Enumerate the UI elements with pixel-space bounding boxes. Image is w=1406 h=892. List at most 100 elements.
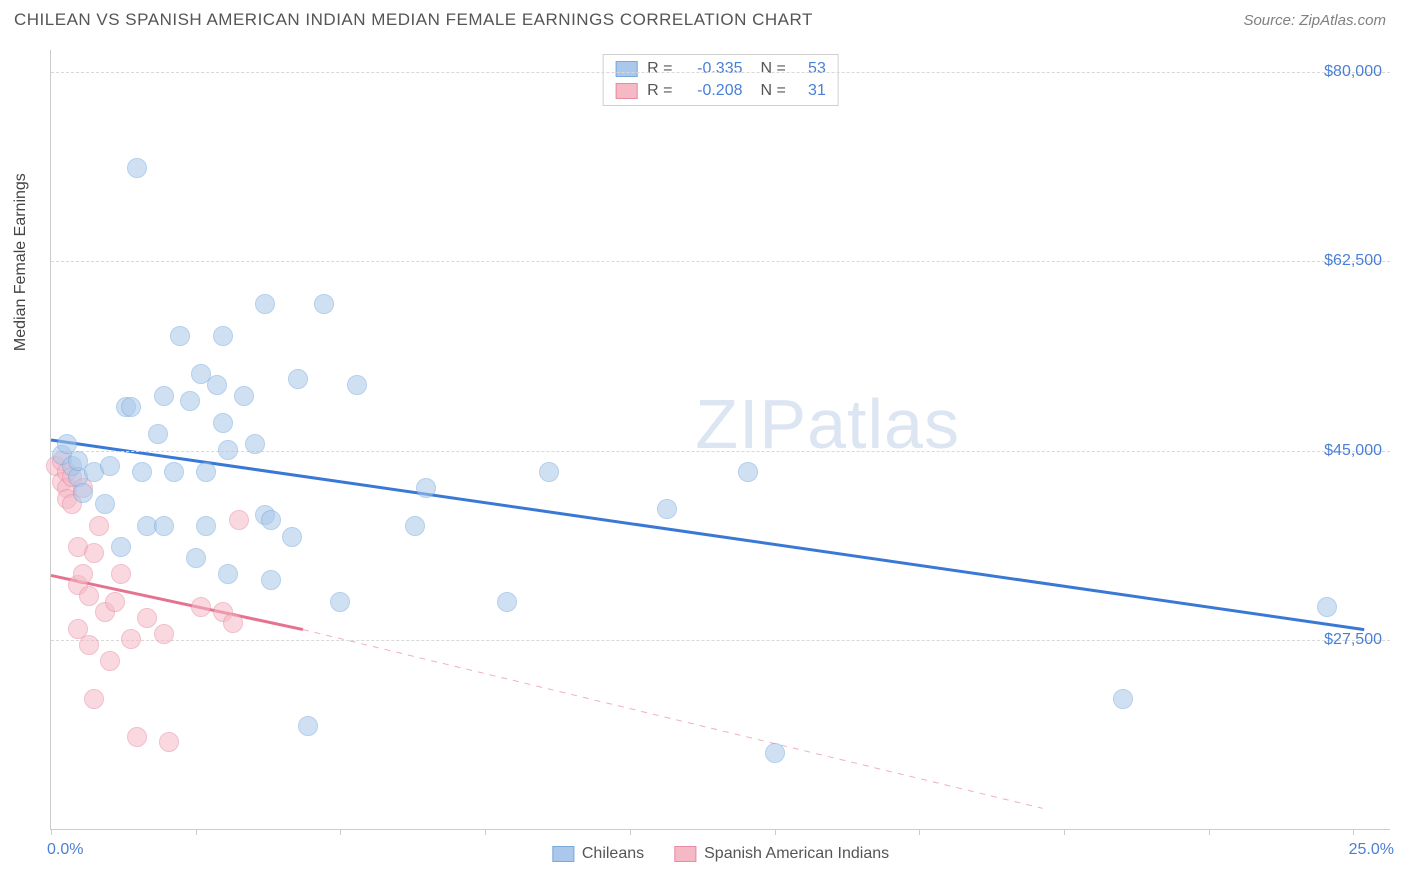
n-label: N = xyxy=(761,60,786,78)
data-point xyxy=(213,326,233,346)
data-point xyxy=(73,564,93,584)
data-point xyxy=(347,375,367,395)
legend-row-series-2: R = -0.208 N = 31 xyxy=(615,80,826,102)
data-point xyxy=(154,624,174,644)
x-axis-tick xyxy=(1209,829,1210,835)
data-point xyxy=(298,716,318,736)
scatter-chart: ZIPatlas R = -0.335 N = 53 R = -0.208 N … xyxy=(50,50,1390,830)
r-value: -0.208 xyxy=(683,82,743,100)
data-point xyxy=(1113,689,1133,709)
data-point xyxy=(186,548,206,568)
swatch-icon xyxy=(615,61,637,77)
data-point xyxy=(121,397,141,417)
data-point xyxy=(314,294,334,314)
data-point xyxy=(79,586,99,606)
data-point xyxy=(196,462,216,482)
r-label: R = xyxy=(647,82,672,100)
data-point xyxy=(282,527,302,547)
data-point xyxy=(89,516,109,536)
x-axis-tick xyxy=(51,829,52,835)
x-axis-tick xyxy=(485,829,486,835)
data-point xyxy=(111,564,131,584)
legend-item-chileans: Chileans xyxy=(552,845,644,863)
data-point xyxy=(137,608,157,628)
x-axis-min-label: 0.0% xyxy=(47,841,83,859)
watermark: ZIPatlas xyxy=(695,384,960,464)
data-point xyxy=(95,494,115,514)
gridline xyxy=(51,261,1390,262)
y-axis-tick-label: $62,500 xyxy=(1324,252,1382,270)
data-point xyxy=(170,326,190,346)
data-point xyxy=(223,613,243,633)
data-point xyxy=(405,516,425,536)
chart-title: CHILEAN VS SPANISH AMERICAN INDIAN MEDIA… xyxy=(14,10,813,30)
swatch-icon xyxy=(552,846,574,862)
gridline xyxy=(51,72,1390,73)
y-axis-tick-label: $80,000 xyxy=(1324,63,1382,81)
data-point xyxy=(111,537,131,557)
data-point xyxy=(207,375,227,395)
r-label: R = xyxy=(647,60,672,78)
data-point xyxy=(73,483,93,503)
data-point xyxy=(191,597,211,617)
data-point xyxy=(127,727,147,747)
x-axis-tick xyxy=(1064,829,1065,835)
data-point xyxy=(539,462,559,482)
data-point xyxy=(261,510,281,530)
data-point xyxy=(84,689,104,709)
data-point xyxy=(127,158,147,178)
legend-label: Chileans xyxy=(582,845,644,863)
data-point xyxy=(164,462,184,482)
r-value: -0.335 xyxy=(683,60,743,78)
x-axis-tick xyxy=(196,829,197,835)
data-point xyxy=(229,510,249,530)
n-label: N = xyxy=(761,82,786,100)
data-point xyxy=(180,391,200,411)
x-axis-max-label: 25.0% xyxy=(1349,841,1394,859)
y-axis-tick-label: $45,000 xyxy=(1324,442,1382,460)
data-point xyxy=(105,592,125,612)
trend-line xyxy=(51,440,1364,630)
data-point xyxy=(84,543,104,563)
data-point xyxy=(121,629,141,649)
data-point xyxy=(218,440,238,460)
data-point xyxy=(738,462,758,482)
n-value: 53 xyxy=(796,60,826,78)
trend-line xyxy=(303,630,1043,809)
data-point xyxy=(245,434,265,454)
data-point xyxy=(100,456,120,476)
data-point xyxy=(79,635,99,655)
x-axis-tick xyxy=(630,829,631,835)
swatch-icon xyxy=(615,83,637,99)
data-point xyxy=(159,732,179,752)
data-point xyxy=(234,386,254,406)
x-axis-tick xyxy=(340,829,341,835)
correlation-legend: R = -0.335 N = 53 R = -0.208 N = 31 xyxy=(602,54,839,106)
data-point xyxy=(218,564,238,584)
gridline xyxy=(51,640,1390,641)
data-point xyxy=(765,743,785,763)
data-point xyxy=(132,462,152,482)
y-axis-tick-label: $27,500 xyxy=(1324,631,1382,649)
data-point xyxy=(154,516,174,536)
data-point xyxy=(100,651,120,671)
x-axis-tick xyxy=(775,829,776,835)
data-point xyxy=(154,386,174,406)
data-point xyxy=(261,570,281,590)
legend-row-series-1: R = -0.335 N = 53 xyxy=(615,58,826,80)
legend-label: Spanish American Indians xyxy=(704,845,889,863)
data-point xyxy=(196,516,216,536)
data-point xyxy=(497,592,517,612)
data-point xyxy=(213,413,233,433)
n-value: 31 xyxy=(796,82,826,100)
y-axis-title: Median Female Earnings xyxy=(12,173,30,351)
data-point xyxy=(288,369,308,389)
data-point xyxy=(148,424,168,444)
legend-item-spanish-american-indians: Spanish American Indians xyxy=(674,845,889,863)
source-attribution: Source: ZipAtlas.com xyxy=(1243,12,1386,29)
data-point xyxy=(416,478,436,498)
data-point xyxy=(255,294,275,314)
series-legend: Chileans Spanish American Indians xyxy=(552,845,889,863)
data-point xyxy=(330,592,350,612)
swatch-icon xyxy=(674,846,696,862)
